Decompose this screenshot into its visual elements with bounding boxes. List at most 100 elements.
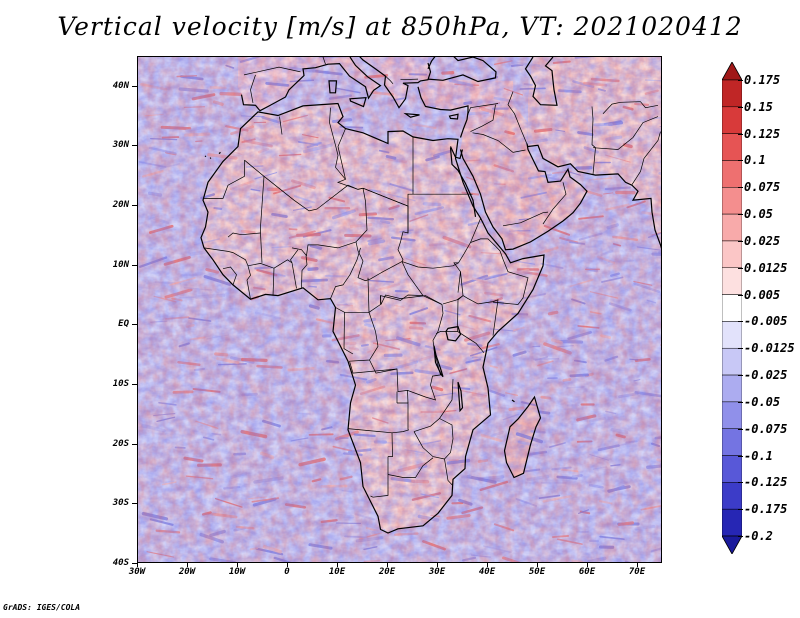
colorbar-swatch [721, 160, 743, 188]
africa-coastline [200, 102, 545, 534]
country-border [247, 263, 275, 296]
country-border [260, 176, 265, 263]
colorbar-level-label: -0.125 [744, 475, 788, 490]
sinai-coastline [449, 146, 464, 160]
lat-tick-mark [132, 503, 137, 505]
colorbar-tick [738, 80, 743, 81]
colorbar-tick [738, 375, 743, 377]
colorbar-tick [738, 187, 743, 189]
arabia-coastline [459, 143, 588, 251]
country-border [347, 428, 410, 434]
country-border [369, 294, 444, 401]
country-border [492, 250, 529, 305]
lat-tick-label: 10S [112, 379, 129, 390]
colorbar-swatch [721, 401, 743, 429]
lat-tick-mark [132, 145, 137, 147]
colorbar-level-label: -0.2 [744, 529, 773, 543]
lon-tick-label: 50E [528, 567, 546, 577]
lon-tick-mark [537, 563, 538, 567]
country-border [227, 232, 261, 238]
colorbar-swatch [721, 267, 743, 295]
colorbar-max-arrow [721, 61, 743, 81]
lat-tick-mark [132, 563, 137, 564]
country-border [470, 104, 496, 132]
colorbar-swatch [721, 428, 743, 456]
colorbar-swatch [721, 347, 743, 376]
country-border [322, 57, 326, 65]
colorbar-level-label: -0.1 [744, 448, 773, 463]
country-border [355, 188, 403, 282]
colorbar-tick [738, 348, 743, 350]
velocity-field-map [138, 57, 661, 562]
lon-tick-mark [387, 563, 388, 567]
country-border [502, 211, 549, 227]
colorbar-tick [738, 160, 743, 162]
country-border [457, 271, 461, 293]
lon-tick-mark [487, 563, 488, 567]
colorbar-tick [738, 455, 743, 457]
country-border [439, 418, 454, 460]
lon-tick-label: 40E [478, 567, 496, 577]
country-border [279, 116, 283, 135]
canary-island-outline [204, 155, 207, 158]
country-border [330, 247, 361, 299]
colorbar-swatch [721, 482, 743, 510]
colorbar-swatch [721, 106, 743, 134]
red-sea-coastline [449, 147, 477, 217]
lon-tick-label: 30E [428, 567, 446, 577]
colorbar-level-label: 0.075 [744, 180, 781, 195]
colorbar-tick [738, 428, 743, 430]
europe-coastline [240, 57, 382, 112]
colorbar-level-label: 0.175 [744, 73, 781, 87]
country-border [413, 431, 445, 460]
colorbar-level-label: 0.0125 [744, 260, 788, 275]
country-border [444, 458, 453, 486]
lat-tick-label: 40S [112, 558, 129, 568]
country-border [388, 432, 393, 457]
colorbar-level-label: 0.125 [744, 126, 781, 141]
lat-tick-mark [132, 384, 137, 386]
lat-tick-label: 40N [112, 80, 129, 91]
country-border [467, 103, 499, 116]
colorbar-tick [738, 401, 743, 403]
lon-tick-label: 0 [284, 567, 290, 577]
colorbar-tick [738, 294, 743, 296]
balkans-coastline [359, 57, 432, 109]
country-border [222, 266, 237, 286]
lon-tick-mark [137, 563, 138, 567]
lon-tick-mark [587, 563, 588, 567]
sardinia-coastline [328, 80, 338, 94]
colorbar-swatch [721, 213, 743, 242]
madagascar-coastline [503, 395, 542, 479]
colorbar-level-label: 0.1 [744, 153, 766, 168]
country-border [407, 390, 409, 404]
lon-tick-mark [287, 563, 288, 567]
colorbar-level-label: 0.15 [744, 99, 773, 114]
caspian-coastline [524, 57, 558, 106]
colorbar-tick [738, 133, 743, 135]
sicily-coastline [349, 96, 367, 108]
country-border [343, 312, 354, 355]
colorbar [721, 61, 743, 555]
country-border [203, 160, 245, 199]
canary-island-outline [209, 157, 212, 159]
lon-tick-mark [187, 563, 188, 567]
canary-island-outline [218, 151, 221, 155]
colorbar-swatch [721, 374, 743, 403]
colorbar-swatch [721, 133, 743, 161]
country-border [329, 107, 346, 180]
country-border [401, 261, 459, 269]
lat-tick-label: 20N [112, 200, 129, 211]
colorbar-tick [738, 106, 743, 108]
colorbar-tick [738, 214, 743, 216]
lat-tick-label: 10N [112, 259, 129, 270]
colorbar-swatch [721, 508, 743, 537]
colorbar-swatch [721, 187, 743, 215]
colorbar-swatch [721, 294, 743, 322]
lon-tick-label: 10W [228, 567, 246, 577]
colorbar-swatch [721, 321, 743, 349]
lat-tick-label: 20S [112, 438, 129, 449]
country-border [470, 238, 501, 252]
colorbar-level-label: -0.075 [744, 421, 788, 436]
lon-tick-label: 10E [328, 567, 346, 577]
